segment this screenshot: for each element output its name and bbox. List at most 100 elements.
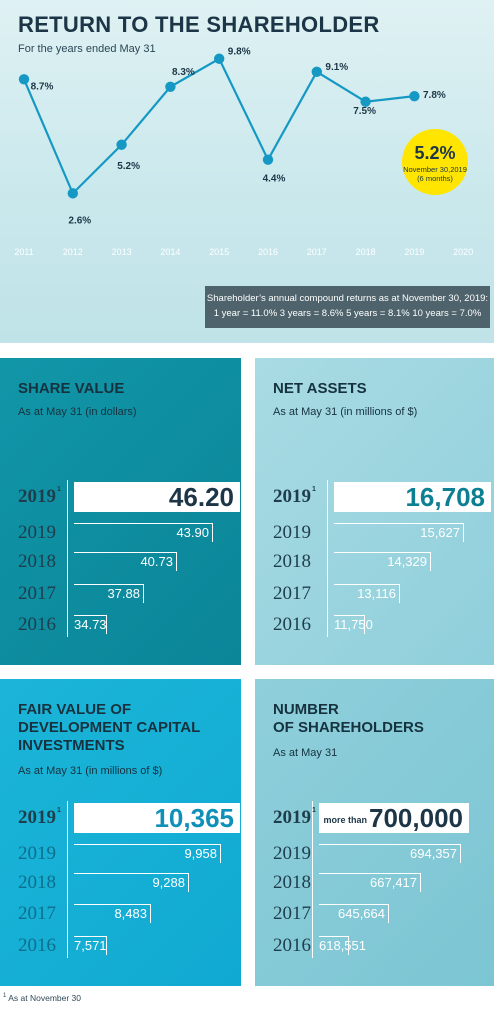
year-text: 2019 <box>273 486 311 507</box>
data-label: 4.4% <box>263 174 286 185</box>
panel-title-line-2: DEVELOPMENT CAPITAL <box>18 719 201 736</box>
footnote-text: As at November 30 <box>8 993 82 1003</box>
year-label: 2017 <box>18 583 56 605</box>
x-tick-label: 2015 <box>209 247 229 257</box>
year-text: 2018 <box>18 551 56 572</box>
year-text: 2016 <box>273 935 311 956</box>
x-tick-label: 2014 <box>160 247 180 257</box>
bar-value-label: 46.20 <box>168 482 234 512</box>
bar: 9,958 <box>74 844 221 863</box>
x-tick-label: 2020 <box>453 247 473 257</box>
panel-subtitle: As at May 31 (in dollars) <box>18 406 137 418</box>
panel-title-line-1: NUMBER <box>273 701 339 718</box>
value-prefix: more than <box>323 815 368 826</box>
bar: 694,357 <box>319 844 461 863</box>
bar: 618,551 <box>319 936 366 955</box>
year-label: 2016 <box>273 935 311 957</box>
fair-value-panel: FAIR VALUE OF DEVELOPMENT CAPITAL INVEST… <box>0 679 241 986</box>
bar: 11,750 <box>334 615 373 634</box>
bar-current: 10,365 <box>74 803 240 833</box>
footnote-marker: 1 <box>312 486 316 493</box>
bar-value-label: 618,551 <box>319 938 366 953</box>
year-text: 2019 <box>18 843 56 864</box>
year-text: 2017 <box>273 903 311 924</box>
year-label: 2018 <box>18 551 56 573</box>
data-label: 5.2% <box>117 161 140 172</box>
bar-value-label: 9,288 <box>152 875 185 890</box>
data-label: 8.3% <box>172 67 195 78</box>
share-value-panel: SHARE VALUE As at May 31 (in dollars) 20… <box>0 358 241 665</box>
year-text: 2016 <box>18 935 56 956</box>
bar-axis-line <box>67 801 68 958</box>
x-tick-label: 2018 <box>356 247 376 257</box>
bar: 37.88 <box>74 584 144 603</box>
x-axis-band <box>0 238 494 264</box>
bar: 13,116 <box>334 584 400 603</box>
bar-current: more than700,000 <box>319 803 469 833</box>
panel-title-line-2: OF SHAREHOLDERS <box>273 719 424 736</box>
note-line-1: Shareholder’s annual compound returns as… <box>206 293 489 304</box>
bar: 15,627 <box>334 523 464 542</box>
year-text: 2019 <box>273 843 311 864</box>
year-label: 20191 <box>18 807 61 829</box>
year-label: 2018 <box>273 872 311 894</box>
year-text: 2017 <box>18 903 56 924</box>
shareholders-panel: NUMBER OF SHAREHOLDERS As at May 31 2019… <box>255 679 494 986</box>
year-text: 2016 <box>18 614 56 635</box>
bar-value-label: 645,664 <box>338 906 385 921</box>
footnote-marker: 1 <box>57 486 61 493</box>
x-tick-label: 2013 <box>112 247 132 257</box>
year-text: 2018 <box>273 872 311 893</box>
bar-current: 46.20 <box>74 482 240 512</box>
panel-subtitle: As at May 31 <box>273 747 338 759</box>
year-label: 2016 <box>18 935 56 957</box>
year-text: 2018 <box>273 551 311 572</box>
return-line-chart: 8.7% 2.6% 5.2% 8.3% 9.8% 4.4% 9.1% 7.5% 7.8% 2011… <box>0 47 494 264</box>
chart-subtitle: For the years ended May 31 <box>18 43 156 55</box>
fair-value-bars: 20191 10,365 2019 9,958 2018 9,288 2017 8,483 20… <box>0 679 241 986</box>
year-label: 2018 <box>273 551 311 573</box>
callout-date: November 30,2019 <box>403 165 467 174</box>
year-text: 2019 <box>273 522 311 543</box>
bar-value-label: 8,483 <box>114 906 147 921</box>
callout-circle <box>402 129 468 195</box>
bar-axis-line <box>327 480 328 637</box>
bar-value-label: 16,708 <box>405 482 485 512</box>
data-label: 9.8% <box>228 47 251 58</box>
data-label: 7.8% <box>423 90 446 101</box>
data-label: 7.5% <box>353 106 376 117</box>
data-point <box>214 53 225 64</box>
share-value-bars: 20191 46.20 2019 43.90 2018 40.73 2017 37.88 201… <box>0 358 241 665</box>
net-assets-bars: 20191 16,708 2019 15,627 2018 14,329 2017 13,11… <box>255 358 494 665</box>
bar: 8,483 <box>74 904 151 923</box>
footnote-marker: 1 <box>312 807 316 814</box>
bar-value-label: 14,329 <box>387 554 427 569</box>
callout-period: (6 months) <box>417 174 453 183</box>
bar-axis-line <box>312 801 313 958</box>
bar: 40.73 <box>74 552 177 571</box>
series-line <box>22 57 415 196</box>
bar: 7,571 <box>74 936 107 955</box>
year-label: 2016 <box>18 614 56 636</box>
data-label: 2.6% <box>68 215 91 226</box>
compound-returns-note: Shareholder’s annual compound returns as… <box>205 286 490 328</box>
panel-title-line-1: FAIR VALUE OF <box>18 701 132 718</box>
year-label: 2019 <box>273 843 311 865</box>
data-label: 8.7% <box>31 81 54 92</box>
bar: 43.90 <box>74 523 213 542</box>
bar-value-label: 40.73 <box>140 554 173 569</box>
net-assets-panel: NET ASSETS As at May 31 (in millions of … <box>255 358 494 665</box>
bar-axis-line <box>67 480 68 637</box>
return-chart-section: RETURN TO THE SHAREHOLDER For the years … <box>0 0 494 343</box>
bar-value-label: 11,750 <box>334 617 373 632</box>
year-text: 2016 <box>273 614 311 635</box>
year-text: 2019 <box>18 807 56 828</box>
bar-value-label: 700,000 <box>369 803 463 833</box>
footnote-marker: 1 <box>57 807 61 814</box>
year-label: 2018 <box>18 872 56 894</box>
bar-value-label: 10,365 <box>154 803 234 833</box>
bar: 645,664 <box>319 904 389 923</box>
year-text: 2017 <box>273 583 311 604</box>
panel-subtitle: As at May 31 (in millions of $) <box>273 406 418 418</box>
bar-value-label: 13,116 <box>357 586 396 601</box>
